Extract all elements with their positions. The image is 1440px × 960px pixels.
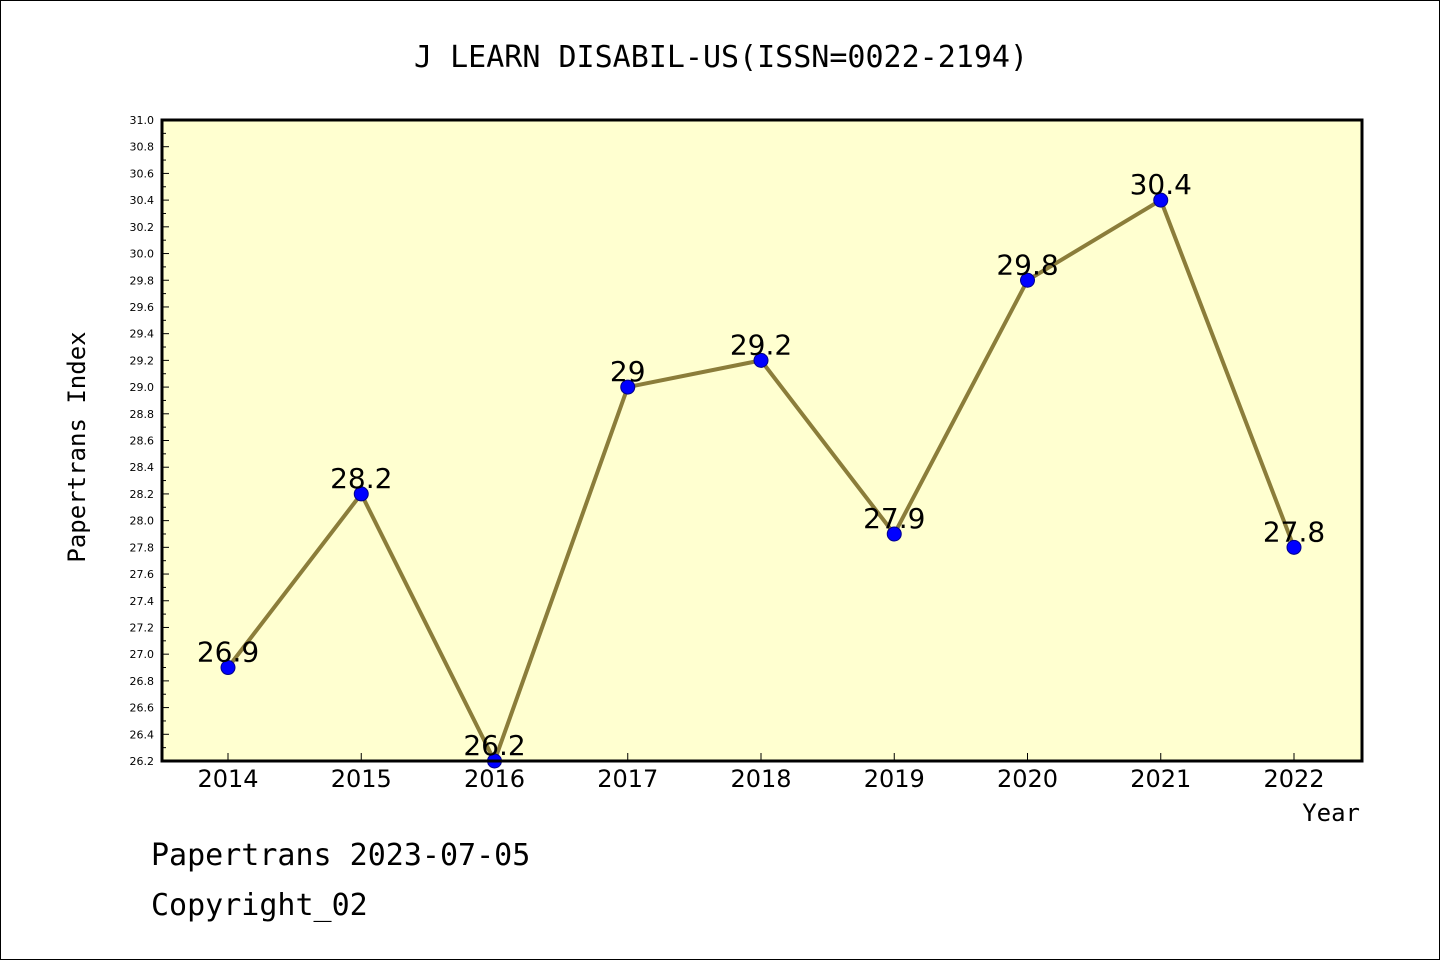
chart-title: J LEARN DISABIL-US(ISSN=0022-2194) bbox=[414, 40, 1028, 75]
data-point bbox=[1020, 272, 1035, 288]
y-tick-label: 30.6 bbox=[130, 167, 155, 180]
x-axis: 2014 2015 2016 2017 2018 2019 2020 2021 2022 bbox=[197, 753, 1325, 793]
plot-border bbox=[160, 118, 1364, 763]
data-label: 27.8 bbox=[1263, 515, 1325, 548]
x-axis-label: Year bbox=[1302, 799, 1360, 827]
y-tick-label: 31.0 bbox=[130, 114, 155, 127]
y-tick-label: 29.4 bbox=[130, 328, 155, 341]
y-tick-label: 29.0 bbox=[130, 381, 155, 394]
data-label: 29.2 bbox=[730, 328, 792, 361]
y-tick-label: 27.8 bbox=[130, 541, 155, 554]
data-label: 29 bbox=[610, 355, 646, 388]
y-tick-label: 28.8 bbox=[130, 408, 155, 421]
data-label: 29.8 bbox=[996, 248, 1058, 281]
y-tick-label: 29.6 bbox=[130, 301, 155, 314]
y-tick-label: 27.2 bbox=[130, 621, 155, 634]
y-tick-label: 29.8 bbox=[130, 274, 155, 287]
data-label: 26.9 bbox=[197, 636, 259, 669]
y-axis: 26.2 26.4 26.6 26.8 27.0 27.2 27.4 27.6 27.8 28.0… bbox=[130, 114, 169, 768]
y-tick-label: 27.4 bbox=[130, 595, 155, 608]
x-tick-label: 2019 bbox=[864, 765, 925, 793]
data-label: 28.2 bbox=[330, 462, 392, 495]
y-tick-label: 28.0 bbox=[130, 515, 155, 528]
data-point bbox=[353, 486, 369, 502]
x-tick-label: 2020 bbox=[997, 765, 1058, 793]
y-tick-label: 26.8 bbox=[130, 675, 155, 688]
y-tick-label: 28.2 bbox=[130, 488, 155, 501]
x-tick-label: 2021 bbox=[1130, 765, 1191, 793]
plot-area bbox=[162, 120, 1362, 761]
data-label: 30.4 bbox=[1130, 168, 1192, 201]
footer-copyright: Copyright_02 bbox=[151, 888, 368, 923]
data-label: 27.9 bbox=[863, 502, 925, 535]
y-tick-label: 26.2 bbox=[130, 755, 155, 768]
x-tick-label: 2016 bbox=[464, 765, 525, 793]
x-tick-label: 2022 bbox=[1263, 765, 1324, 793]
y-tick-label: 27.0 bbox=[130, 648, 155, 661]
data-point bbox=[1153, 192, 1169, 208]
data-labels: 26.9 28.2 26.2 29 29.2 27.9 29.8 30.4 27.8 bbox=[197, 168, 1325, 762]
y-tick-label: 30.4 bbox=[130, 194, 155, 207]
y-tick-label: 28.6 bbox=[130, 435, 155, 448]
data-point bbox=[220, 660, 236, 676]
data-point bbox=[753, 352, 769, 368]
y-axis-label: Papertrans Index bbox=[63, 331, 91, 562]
x-tick-label: 2014 bbox=[197, 765, 258, 793]
data-point bbox=[886, 526, 902, 542]
y-tick-label: 30.8 bbox=[130, 141, 155, 154]
y-tick-label: 30.2 bbox=[130, 221, 155, 234]
footer-date: Papertrans 2023-07-05 bbox=[151, 838, 530, 873]
y-tick-label: 28.4 bbox=[130, 461, 155, 474]
data-point bbox=[620, 379, 636, 395]
y-tick-label: 27.6 bbox=[130, 568, 155, 581]
x-tick-label: 2018 bbox=[730, 765, 791, 793]
data-point bbox=[1286, 539, 1302, 555]
x-tick-label: 2017 bbox=[597, 765, 658, 793]
y-tick-label: 26.4 bbox=[130, 728, 155, 741]
x-tick-label: 2015 bbox=[331, 765, 392, 793]
y-tick-label: 29.2 bbox=[130, 354, 155, 367]
y-tick-label: 30.0 bbox=[130, 248, 155, 261]
y-tick-label: 26.6 bbox=[130, 702, 155, 715]
data-label: 26.2 bbox=[463, 729, 525, 762]
